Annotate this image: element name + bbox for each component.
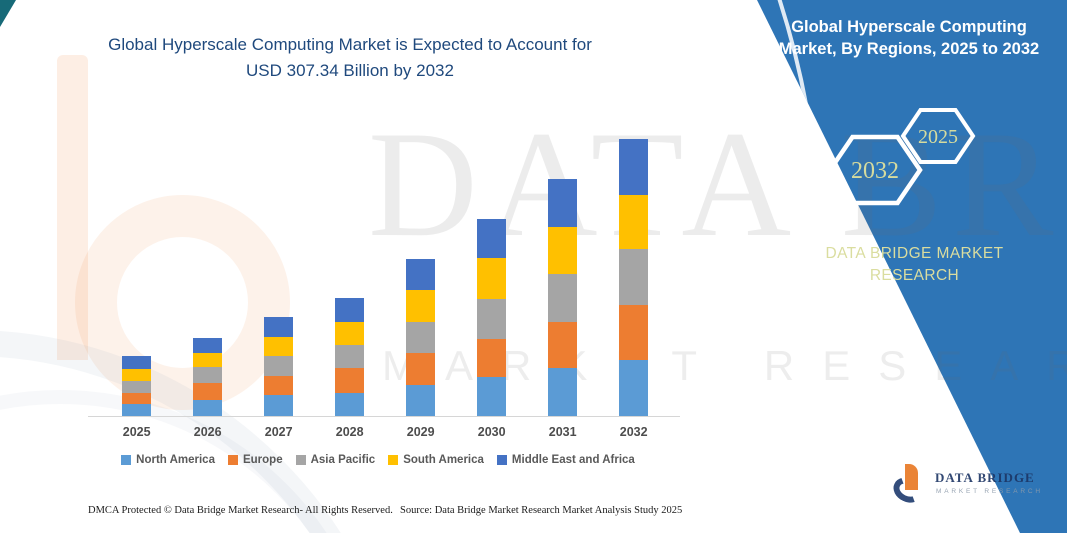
logo-sub-text: MARKET RESEARCH [936,488,1043,495]
hexagon-2032-label: 2032 [851,158,899,184]
legend-swatch [121,455,132,465]
bar-2028 [335,298,365,416]
bar-segment [548,226,578,275]
legend-label: Middle East and Africa [511,454,635,466]
footer-dmca-text: DMCA Protected © Data Bridge Market Rese… [88,505,393,516]
bar-segment [477,257,507,299]
x-tick-2031: 2031 [548,425,577,439]
x-tick-2029: 2029 [406,425,435,439]
x-axis-labels: 2025 2026 2027 2028 2029 2030 2031 2032 [88,425,680,443]
bar-segment [264,317,294,338]
bar-segment [619,360,649,416]
brand-text-line1: DATA BRIDGE MARKET [825,245,1004,262]
bar-segment [122,404,152,416]
bar-segment [619,195,649,249]
logo-b-icon [905,464,918,490]
company-logo: DATA BRIDGE MARKET RESEARCH [889,462,1053,510]
bar-2029 [406,259,436,416]
bar-segment [619,304,649,361]
x-tick-2025: 2025 [122,425,151,439]
bar-segment [193,382,223,400]
chart-title: Global Hyperscale Computing Market is Ex… [60,32,640,83]
bar-2032 [619,139,649,416]
logo-name-text: DATA BRIDGE [935,470,1035,485]
x-tick-2027: 2027 [264,425,293,439]
bar-segment [477,338,507,377]
corner-accent-triangle [0,0,16,27]
legend-item: North America [121,454,215,466]
brand-text: DATA BRIDGE MARKET RESEARCH [787,243,1042,288]
bar-2030 [477,219,507,416]
legend-swatch [295,455,306,465]
panel-heading-line2: Market, By Regions, 2025 to 2032 [778,40,1040,59]
bar-segment [406,385,436,416]
legend-label: North America [136,454,215,466]
x-tick-2032: 2032 [619,425,648,439]
legend-item: Europe [227,454,283,466]
bar-segment [619,139,649,196]
plot-area [88,128,680,417]
bar-segment [335,393,365,416]
bar-segment [193,367,223,383]
bar-segment [548,179,578,227]
legend-item: Asia Pacific [295,454,376,466]
bar-segment [193,353,223,368]
bar-2031 [548,179,578,416]
bar-segment [193,399,223,416]
x-tick-2028: 2028 [335,425,364,439]
legend-swatch [388,455,399,465]
legend-item: South America [388,454,484,466]
bar-segment [335,321,365,345]
panel-heading: Global Hyperscale Computing Market, By R… [759,16,1059,61]
bar-2027 [264,317,294,416]
bar-segment [406,353,436,386]
legend-label: South America [403,454,484,466]
bar-segment [122,392,152,405]
chart-title-line2: USD 307.34 Billion by 2032 [246,60,454,80]
bar-segment [122,356,152,370]
bar-segment [548,368,578,416]
bar-segment [122,381,152,393]
hexagon-2032 [827,134,923,206]
hexagon-2025-label: 2025 [918,126,958,148]
bar-segment [264,355,294,376]
panel-heading-line1: Global Hyperscale Computing [791,18,1027,36]
hexagon-2025 [900,108,976,164]
legend-item: Middle East and Africa [496,454,635,466]
bar-segment [548,274,578,322]
chart-title-line1: Global Hyperscale Computing Market is Ex… [108,35,592,54]
bar-2026 [193,337,223,416]
bar-segment [406,290,436,323]
bar-segment [122,369,152,382]
bar-segment [264,394,294,416]
legend-label: Asia Pacific [310,454,376,466]
bar-segment [406,322,436,354]
x-tick-2030: 2030 [477,425,506,439]
brand-text-line2: RESEARCH [869,267,960,285]
legend-swatch [496,455,507,465]
bar-segment [477,376,507,416]
bar-segment [477,219,507,258]
bar-segment [477,298,507,339]
bar-segment [264,337,294,356]
legend-swatch [227,455,238,465]
bar-segment [619,248,649,305]
footer-source-text: Source: Data Bridge Market Research Mark… [400,505,683,516]
x-tick-2026: 2026 [193,425,222,439]
bar-segment [264,375,294,395]
bar-segment [335,344,365,368]
bar-segment [335,367,365,394]
bar-segment [193,337,223,354]
bar-segment [335,298,365,322]
bar-2025 [122,356,152,416]
year-hexagons: 2032 2025 [827,108,976,206]
legend-label: Europe [242,454,283,466]
bar-segment [406,259,436,291]
bar-segment [548,321,578,369]
legend: North America Europe Asia Pacific South Ame… [78,454,678,466]
